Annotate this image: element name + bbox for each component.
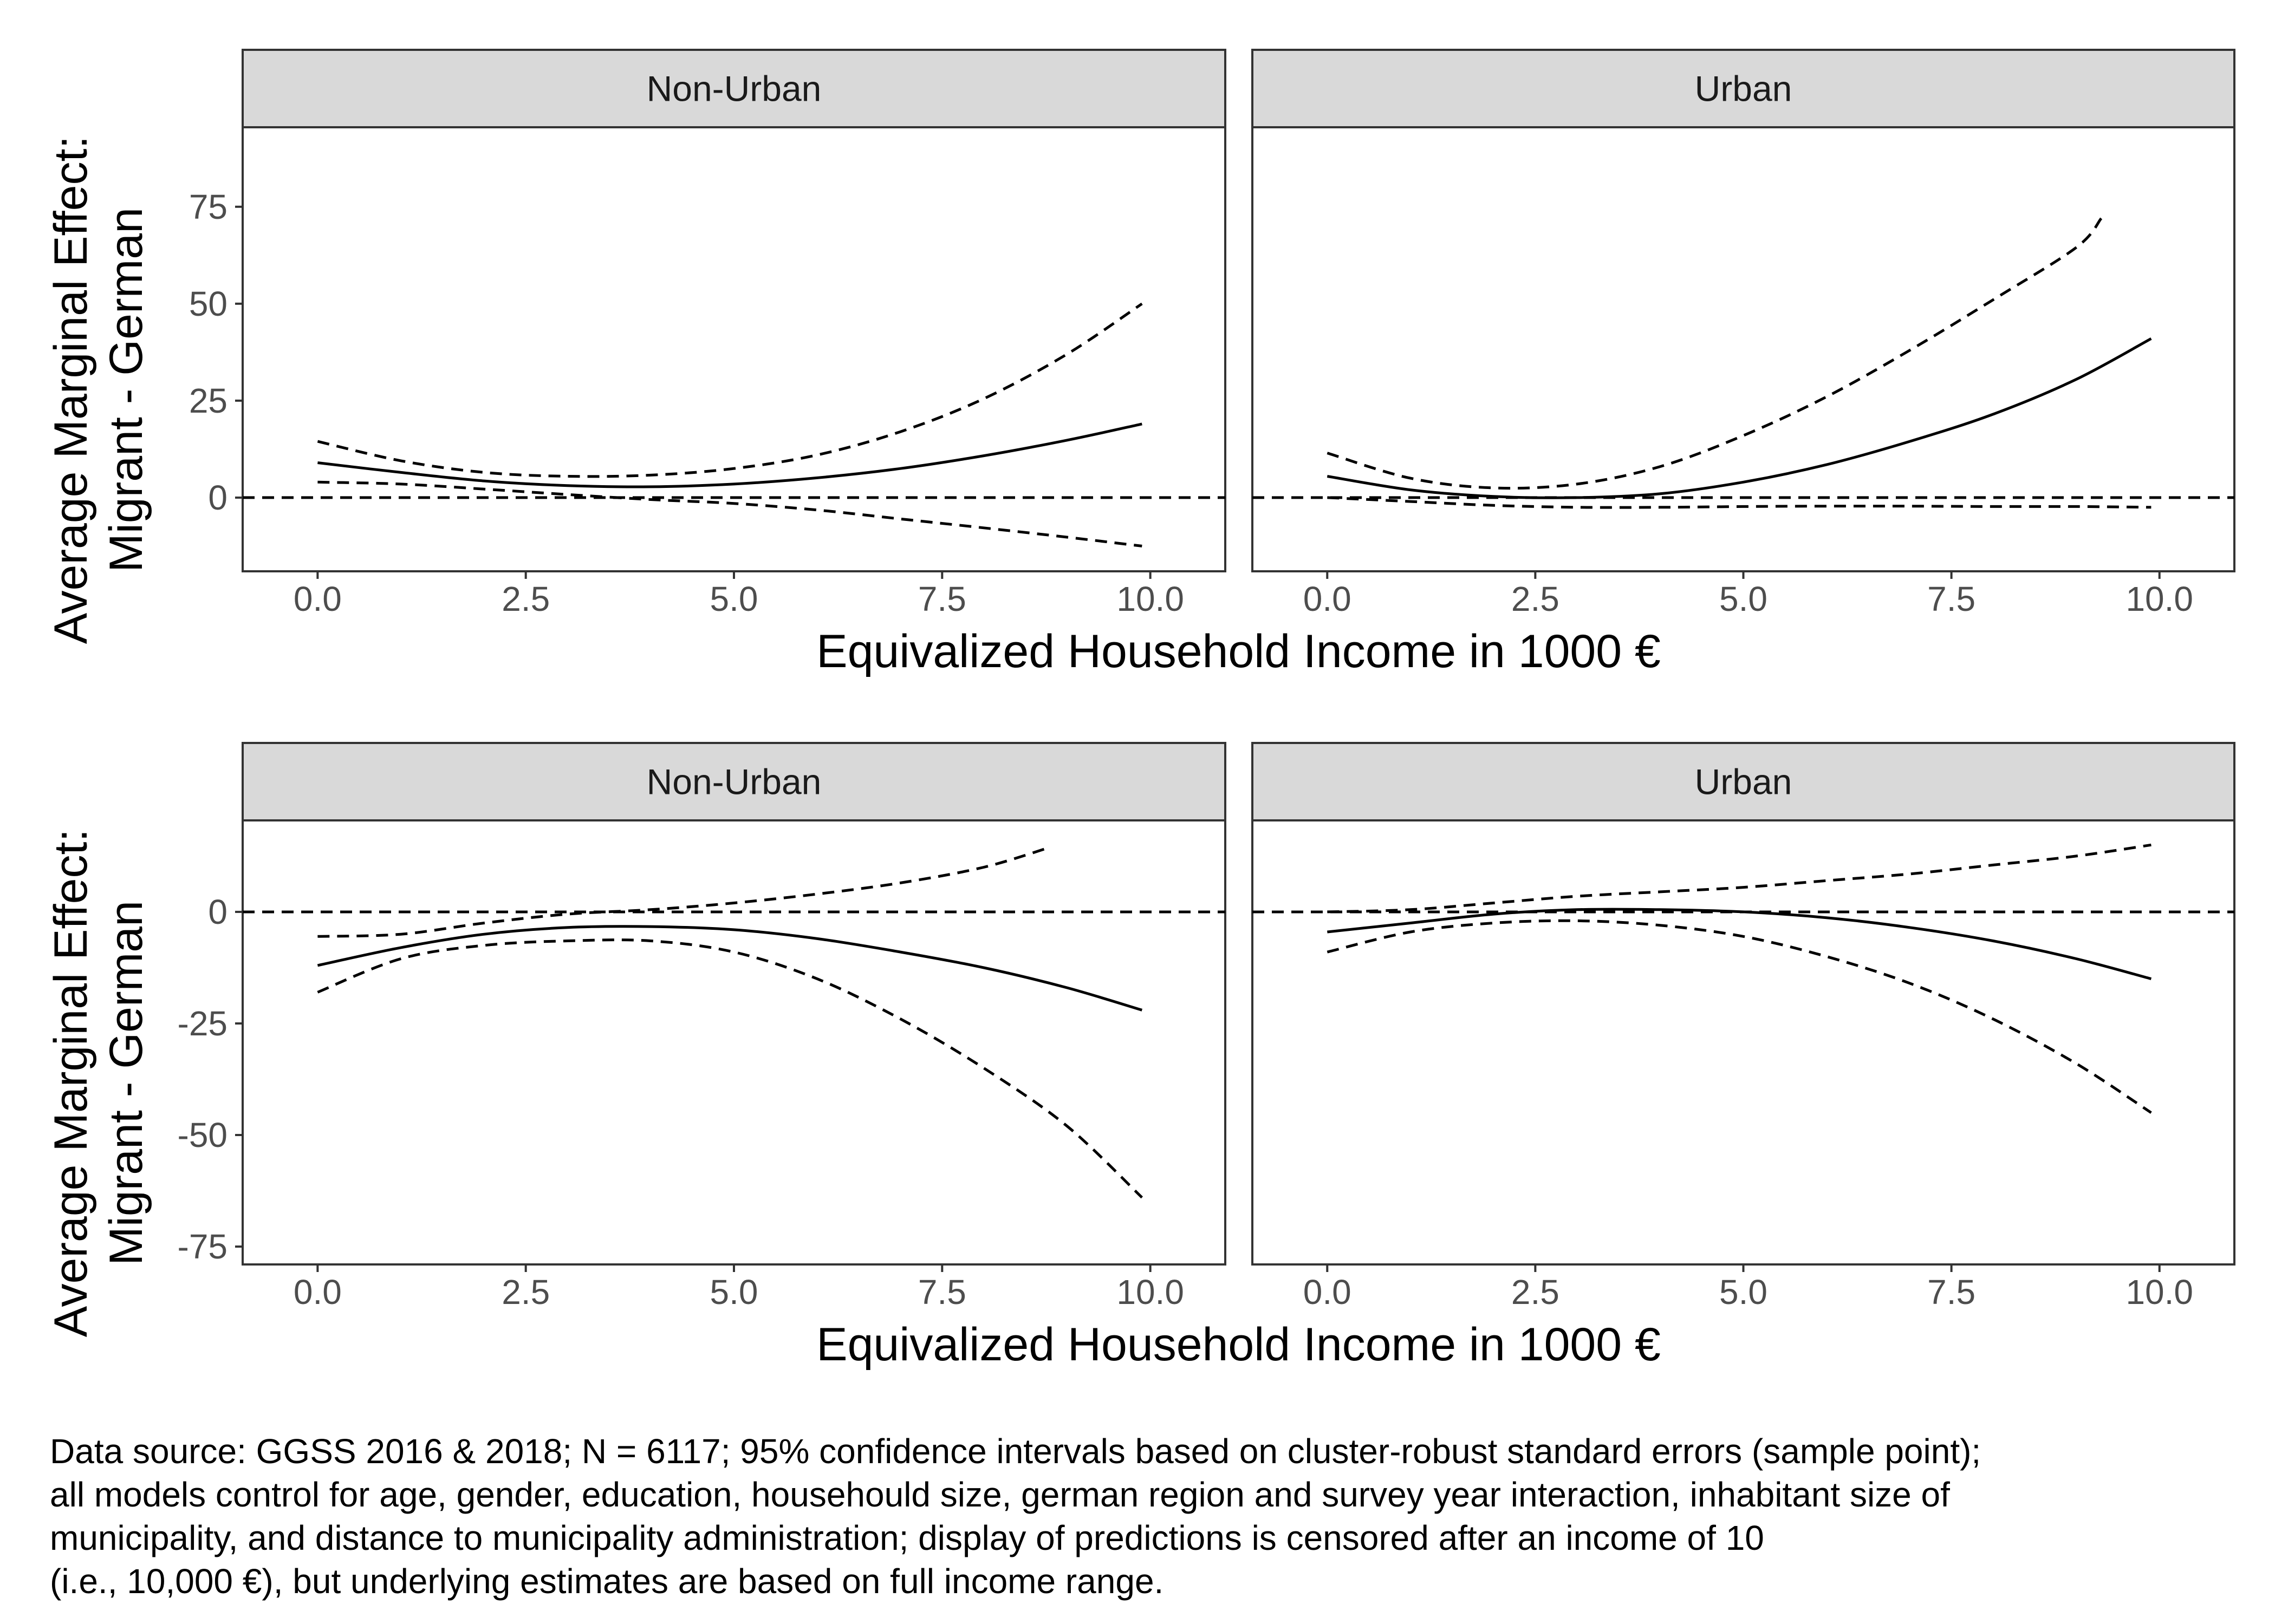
y-tick-label: -75: [178, 1227, 228, 1266]
y-axis-title-line-2: Migrant - German: [100, 207, 152, 572]
y-tick-label: 75: [189, 187, 227, 226]
x-tick-label: 2.5: [1511, 579, 1559, 618]
series-ci-bound-2: [1327, 843, 2152, 914]
x-tick-label: 7.5: [918, 1273, 966, 1312]
facet-strip-label: Urban: [1695, 762, 1792, 802]
x-tick-label: 0.0: [294, 1273, 342, 1312]
facet-strip-label: Non-Urban: [647, 69, 822, 109]
panel-urban: Urban 0.0 2.5 5.0 7.5 10.0: [1251, 49, 2235, 618]
caption: Data source: GGSS 2016 & 2018; N = 6117;…: [50, 1430, 2265, 1603]
y-tick-label: 50: [189, 284, 227, 323]
caption-line-4: (i.e., 10,000 €), but underlying estimat…: [50, 1562, 1164, 1601]
y-axis-title-line-1: Average Marginal Effect:: [45, 136, 97, 644]
x-tick-label: 0.0: [1303, 1273, 1351, 1312]
series-estimate-line: [317, 422, 1142, 488]
x-tick-label: 0.0: [1303, 579, 1351, 618]
panel-urban: Urban 0.0 2.5 5.0 7.5 10.0: [1251, 742, 2235, 1312]
x-axis-title: Equivalized Household Income in 1000 €: [816, 1319, 1661, 1371]
y-axis-title-line-2: Migrant - German: [100, 901, 152, 1266]
facet-strip: [1251, 742, 2235, 821]
facet-strip-label: Urban: [1695, 69, 1792, 109]
x-axis-title: Equivalized Household Income in 1000 €: [816, 625, 1661, 677]
series-ci-bound-1: [317, 938, 1143, 1199]
y-axis-title: Average Marginal Effect:Migrant - German: [45, 136, 152, 644]
x-tick-label: 7.5: [1927, 1273, 1975, 1312]
y-axis-title-line-1: Average Marginal Effect:: [45, 829, 97, 1338]
series-estimate-line: [1327, 908, 2152, 981]
x-tick-label: 10.0: [2126, 1273, 2193, 1312]
plot-area: [1251, 819, 2235, 1266]
x-tick-label: 10.0: [2126, 579, 2193, 618]
series-estimate-line: [317, 925, 1143, 1012]
y-tick-label: 0: [208, 478, 227, 517]
x-tick-label: 7.5: [918, 579, 966, 618]
caption-line-2: all models control for age, gender, educ…: [50, 1475, 1950, 1514]
plot-area: [1251, 126, 2235, 572]
panel-non-urban: Non-Urban 0 25 50 75 0.0 2.5 5.0 7.5 10.0: [189, 49, 1226, 618]
series-ci-bound-2: [1327, 496, 2152, 509]
series-ci-bound-2: [317, 480, 1142, 547]
series-ci-bound-1: [1327, 919, 2152, 1114]
plot-area: [242, 819, 1226, 1266]
y-tick-label: -50: [178, 1116, 228, 1155]
y-tick-label: 0: [208, 892, 227, 931]
y-axis-title: Average Marginal Effect:Migrant - German: [45, 829, 152, 1338]
x-tick-label: 5.0: [1719, 1273, 1767, 1312]
facet-strip-label: Non-Urban: [647, 762, 822, 802]
panel-non-urban: Non-Urban 0 -25 -50 -75 0.0 2.5 5.0 7.5 10.0: [178, 742, 1226, 1312]
caption-line-3: municipality, and distance to municipali…: [50, 1518, 1764, 1557]
chart-row-1: Non-Urban 0 25 50 75 0.0 2.5 5.0 7.5 10.0 Urban 0.0…: [45, 49, 2235, 677]
x-tick-label: 7.5: [1927, 579, 1975, 618]
x-tick-label: 0.0: [294, 579, 342, 618]
facet-strip: [1251, 49, 2235, 128]
y-tick-label: 25: [189, 381, 227, 420]
x-tick-label: 10.0: [1116, 1273, 1184, 1312]
y-tick-label: -25: [178, 1004, 228, 1043]
x-tick-label: 10.0: [1116, 579, 1184, 618]
x-tick-label: 2.5: [502, 579, 550, 618]
x-tick-label: 2.5: [502, 1273, 550, 1312]
x-tick-label: 5.0: [1719, 579, 1767, 618]
series-ci-bound-2: [317, 846, 1051, 938]
series-ci-bound-1: [1327, 217, 2103, 490]
series-estimate-line: [1327, 337, 2152, 499]
caption-line-1: Data source: GGSS 2016 & 2018; N = 6117;…: [50, 1432, 1981, 1471]
series-ci-bound-1: [317, 302, 1143, 478]
x-tick-label: 2.5: [1511, 1273, 1559, 1312]
facet-strip: [242, 49, 1226, 128]
x-tick-label: 5.0: [710, 579, 758, 618]
x-tick-label: 5.0: [710, 1273, 758, 1312]
